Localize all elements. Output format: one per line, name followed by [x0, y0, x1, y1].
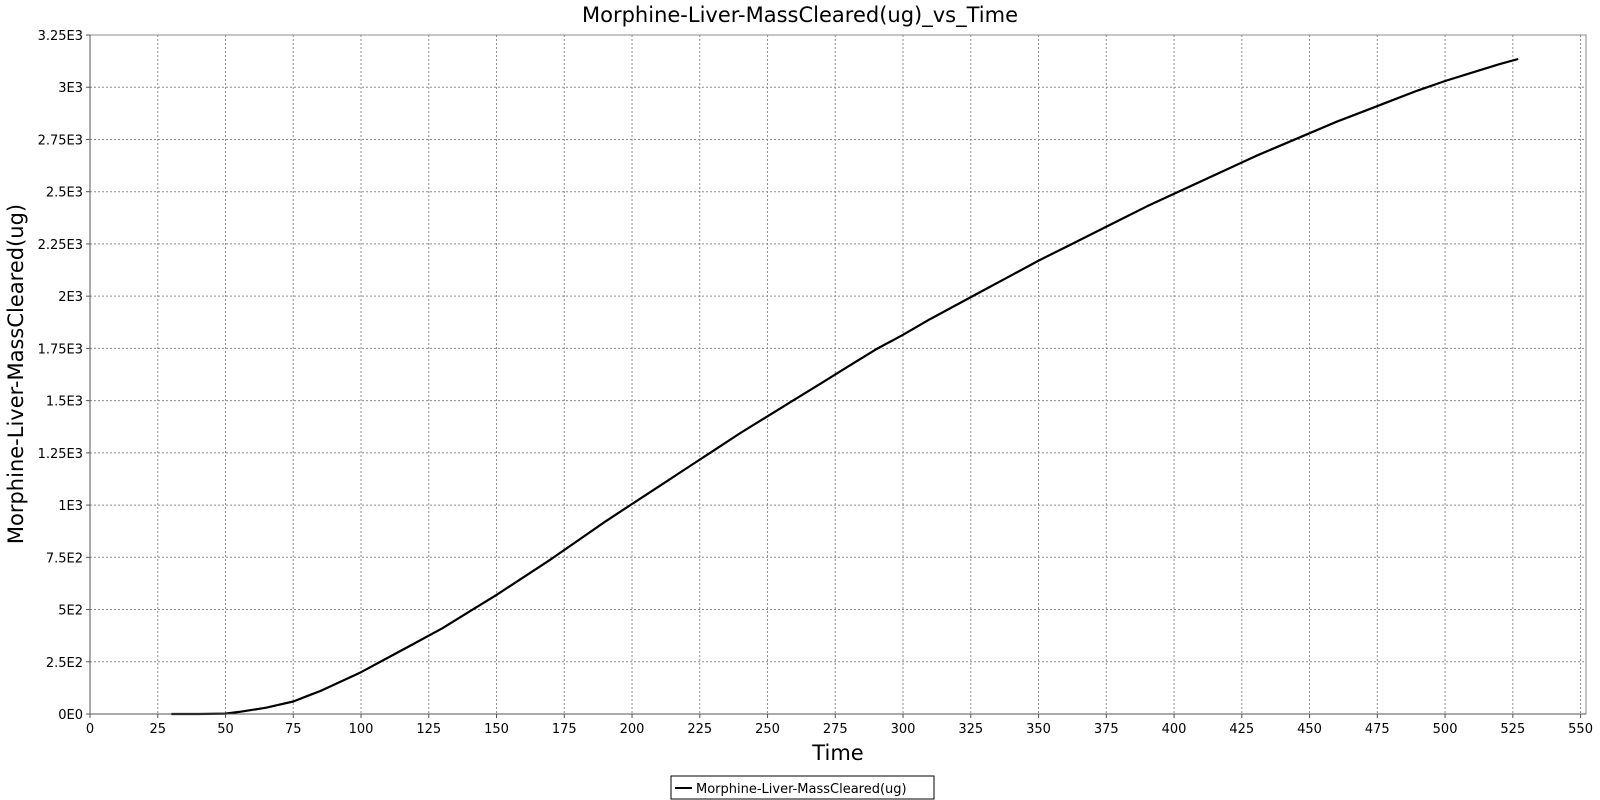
x-tick-label: 125: [416, 722, 441, 737]
x-axis: 0 25 50 75 100 125 150 175 200 225 250 275 300 325 350…: [86, 713, 1593, 737]
x-tick-label: 350: [1026, 722, 1051, 737]
series-line: [171, 57, 1519, 716]
x-axis-label: Time: [811, 741, 863, 765]
x-tick-label: 550: [1568, 722, 1593, 737]
legend-box: [670, 775, 935, 800]
x-tick-label: 375: [1094, 722, 1119, 737]
y-tick-label: 0E0: [58, 708, 83, 723]
y-axis: 0E0 2.5E2 5E2 7.5E2 1E3 1.25E3 1.5E3 1.75E3 2E3 2…: [38, 29, 91, 723]
grid: [90, 34, 1586, 714]
y-tick-label: 2E3: [58, 290, 83, 305]
legend-label: Morphine-Liver-MassCleared(ug): [696, 782, 907, 797]
y-tick-label: 2.5E2: [46, 656, 83, 671]
x-tick-label: 400: [1162, 722, 1187, 737]
chart-title: Morphine-Liver-MassCleared(ug)_vs_Time: [582, 3, 1018, 28]
x-tick-label: 25: [149, 722, 166, 737]
x-tick-label: 275: [823, 722, 848, 737]
plot-area: [89, 34, 1587, 716]
x-tick-label: 150: [484, 722, 509, 737]
y-tick-label: 1.5E3: [46, 395, 83, 410]
x-tick-label: 500: [1433, 722, 1458, 737]
x-tick-label: 450: [1297, 722, 1322, 737]
legend: Morphine-Liver-MassCleared(ug): [670, 775, 935, 800]
x-tick-label: 0: [86, 722, 94, 737]
y-tick-label: 1E3: [58, 499, 83, 514]
x-tick-label: 300: [891, 722, 916, 737]
x-tick-label: 75: [285, 722, 302, 737]
y-axis-label: Morphine-Liver-MassCleared(ug): [4, 204, 28, 544]
x-tick-label: 225: [687, 722, 712, 737]
y-tick-label: 3.25E3: [38, 29, 83, 44]
y-tick-label: 2.75E3: [38, 133, 83, 148]
x-tick-label: 425: [1229, 722, 1254, 737]
x-tick-label: 175: [552, 722, 577, 737]
plot-background: [89, 34, 1587, 715]
y-tick-label: 7.5E2: [46, 551, 83, 566]
x-tick-label: 50: [217, 722, 234, 737]
y-tick-label: 2.25E3: [38, 238, 83, 253]
x-tick-label: 250: [755, 722, 780, 737]
y-tick-label: 1.75E3: [38, 342, 83, 357]
y-tick-label: 2.5E3: [46, 186, 83, 201]
x-tick-label: 200: [620, 722, 645, 737]
x-tick-label: 525: [1500, 722, 1525, 737]
y-tick-label: 3E3: [58, 81, 83, 96]
y-tick-label: 1.25E3: [38, 447, 83, 462]
series-layer: [171, 57, 1519, 716]
x-tick-label: 100: [349, 722, 374, 737]
x-tick-label: 475: [1365, 722, 1390, 737]
y-tick-label: 5E2: [58, 604, 83, 619]
x-tick-label: 325: [958, 722, 983, 737]
